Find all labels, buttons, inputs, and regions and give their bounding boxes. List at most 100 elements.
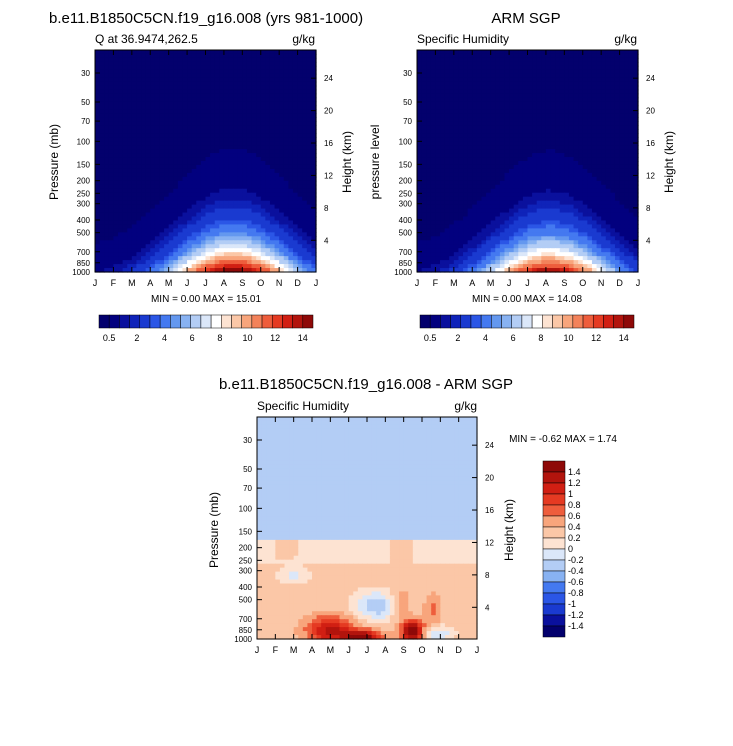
field-cell [467,117,473,122]
field-cell [187,216,193,222]
field-cell [251,208,257,214]
field-cell [168,97,174,103]
field-cell [283,149,289,154]
field-cell [518,117,524,122]
field-cell [196,200,202,206]
field-cell [191,224,197,229]
field-cell [559,141,565,146]
field-cell [555,216,561,222]
field-cell [173,252,179,257]
field-cell [297,248,303,253]
field-cell [260,200,266,206]
field-cell [177,141,184,146]
field-cell [495,176,501,182]
field-cell [463,224,469,229]
field-cell [486,192,492,198]
field-cell [458,73,464,79]
field-cell [532,228,538,233]
field-cell [536,228,542,233]
field-cell [196,61,202,67]
field-cell [214,141,220,146]
field-cell [610,204,616,210]
field-cell [196,228,202,233]
field-cell [210,232,216,237]
field-cell [536,176,542,182]
field-cell [596,133,602,138]
field-cell [504,97,510,103]
field-cell [297,157,303,162]
field-cell [150,220,156,226]
field-cell [274,244,280,249]
field-cell [555,101,561,107]
field-cell [587,85,593,91]
field-cell [122,212,128,218]
field-cell [145,69,151,75]
field-cell [467,192,473,198]
field-cell [164,101,170,107]
field-cell [256,141,262,146]
field-cell [573,129,579,134]
field-cell [108,220,115,226]
field-cell [306,69,312,75]
field-cell [200,105,207,111]
field-cell [499,180,506,186]
field-cell [449,192,455,198]
field-cell [417,149,423,154]
field-cell [624,164,630,170]
field-cell [219,188,225,194]
field-cell [242,264,248,269]
field-cell [168,73,174,79]
field-cell [150,176,156,182]
field-cell [131,164,138,170]
field-cell [131,196,138,202]
field-cell [279,109,285,115]
field-cell [568,204,575,210]
field-cell [302,256,308,261]
field-cell [306,85,312,91]
field-cell [187,232,193,237]
field-cell [196,85,202,91]
field-cell [141,149,147,154]
field-cell [522,117,529,122]
field-cell [624,168,630,174]
field-cell [95,97,101,103]
field-cell [269,89,276,95]
field-cell [95,73,101,79]
field-cell [467,97,473,103]
field-cell [518,180,524,186]
field-cell [118,145,124,150]
field-cell [458,53,464,59]
field-cell [559,57,565,63]
field-cell [200,89,207,95]
field-cell [417,168,423,174]
field-cell [449,73,455,79]
field-cell [145,73,151,79]
field-cell [619,50,625,55]
field-cell [541,129,547,134]
field-cell [210,157,216,162]
field-cell [118,157,124,162]
field-cell [274,157,280,162]
field-cell [173,113,179,118]
field-cell [444,212,450,218]
field-cell [122,200,128,206]
field-cell [251,125,257,130]
field-cell [150,101,156,107]
field-cell [619,212,625,218]
field-cell [191,81,197,87]
field-cell [605,204,611,210]
field-cell [449,184,455,190]
field-cell [113,200,119,206]
field-cell [95,53,101,59]
field-cell [131,212,138,218]
field-cell [210,129,216,134]
field-cell [601,89,607,95]
field-cell [283,260,289,265]
field-cell [283,244,289,249]
field-cell [256,164,262,170]
field-cell [440,113,446,118]
field-cell [118,220,124,226]
field-cell [504,50,510,55]
field-cell [141,50,147,55]
field-cell [614,172,621,178]
